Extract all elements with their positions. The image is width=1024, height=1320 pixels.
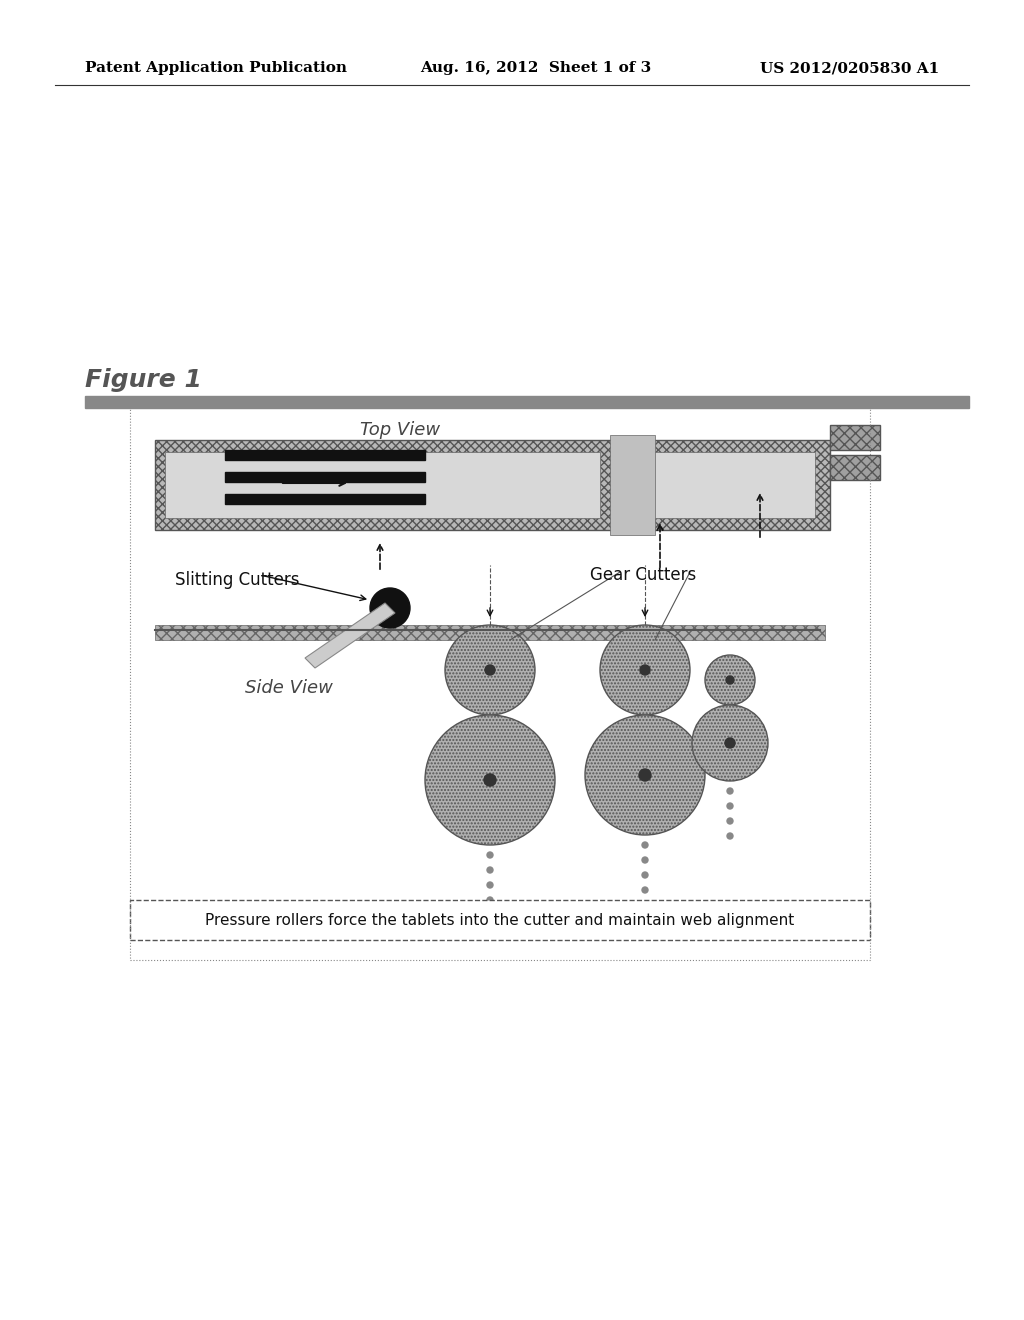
Text: Patent Application Publication: Patent Application Publication [85, 61, 347, 75]
Circle shape [640, 665, 650, 675]
Bar [155, 440, 620, 531]
Bar [225, 494, 425, 504]
Bar [155, 624, 825, 640]
Circle shape [642, 873, 648, 878]
Circle shape [642, 842, 648, 847]
Text: Pressure rollers force the tablets into the cutter and maintain web alignment: Pressure rollers force the tablets into … [206, 912, 795, 928]
Text: Slitting Cutters: Slitting Cutters [175, 572, 299, 589]
Circle shape [600, 624, 690, 715]
Bar [610, 436, 655, 535]
Circle shape [727, 788, 733, 795]
Circle shape [642, 902, 648, 908]
Circle shape [445, 624, 535, 715]
Text: Gear Cutters: Gear Cutters [590, 566, 696, 583]
Circle shape [727, 833, 733, 840]
Circle shape [487, 851, 493, 858]
Circle shape [487, 867, 493, 873]
Bar [165, 451, 600, 517]
Bar [830, 425, 880, 450]
Bar [85, 396, 969, 408]
Text: Figure 1: Figure 1 [85, 368, 202, 392]
Circle shape [692, 705, 768, 781]
Text: US 2012/0205830 A1: US 2012/0205830 A1 [760, 61, 939, 75]
Text: Side View: Side View [245, 678, 333, 697]
Bar [830, 455, 880, 480]
Circle shape [425, 715, 555, 845]
Circle shape [487, 912, 493, 917]
Bar [225, 473, 425, 482]
Circle shape [726, 676, 734, 684]
Circle shape [725, 738, 735, 748]
Circle shape [705, 655, 755, 705]
Circle shape [642, 887, 648, 894]
FancyBboxPatch shape [130, 900, 870, 940]
Bar [640, 451, 815, 517]
Circle shape [639, 770, 651, 781]
Circle shape [727, 818, 733, 824]
Circle shape [585, 715, 705, 836]
Circle shape [727, 803, 733, 809]
Circle shape [487, 882, 493, 888]
Bar [625, 440, 830, 531]
Text: Aug. 16, 2012  Sheet 1 of 3: Aug. 16, 2012 Sheet 1 of 3 [420, 61, 651, 75]
Circle shape [484, 774, 496, 785]
Circle shape [370, 587, 410, 628]
Polygon shape [305, 603, 395, 668]
Circle shape [642, 857, 648, 863]
Text: Top View: Top View [360, 421, 440, 440]
Bar [225, 450, 425, 459]
Circle shape [485, 665, 495, 675]
Circle shape [487, 898, 493, 903]
